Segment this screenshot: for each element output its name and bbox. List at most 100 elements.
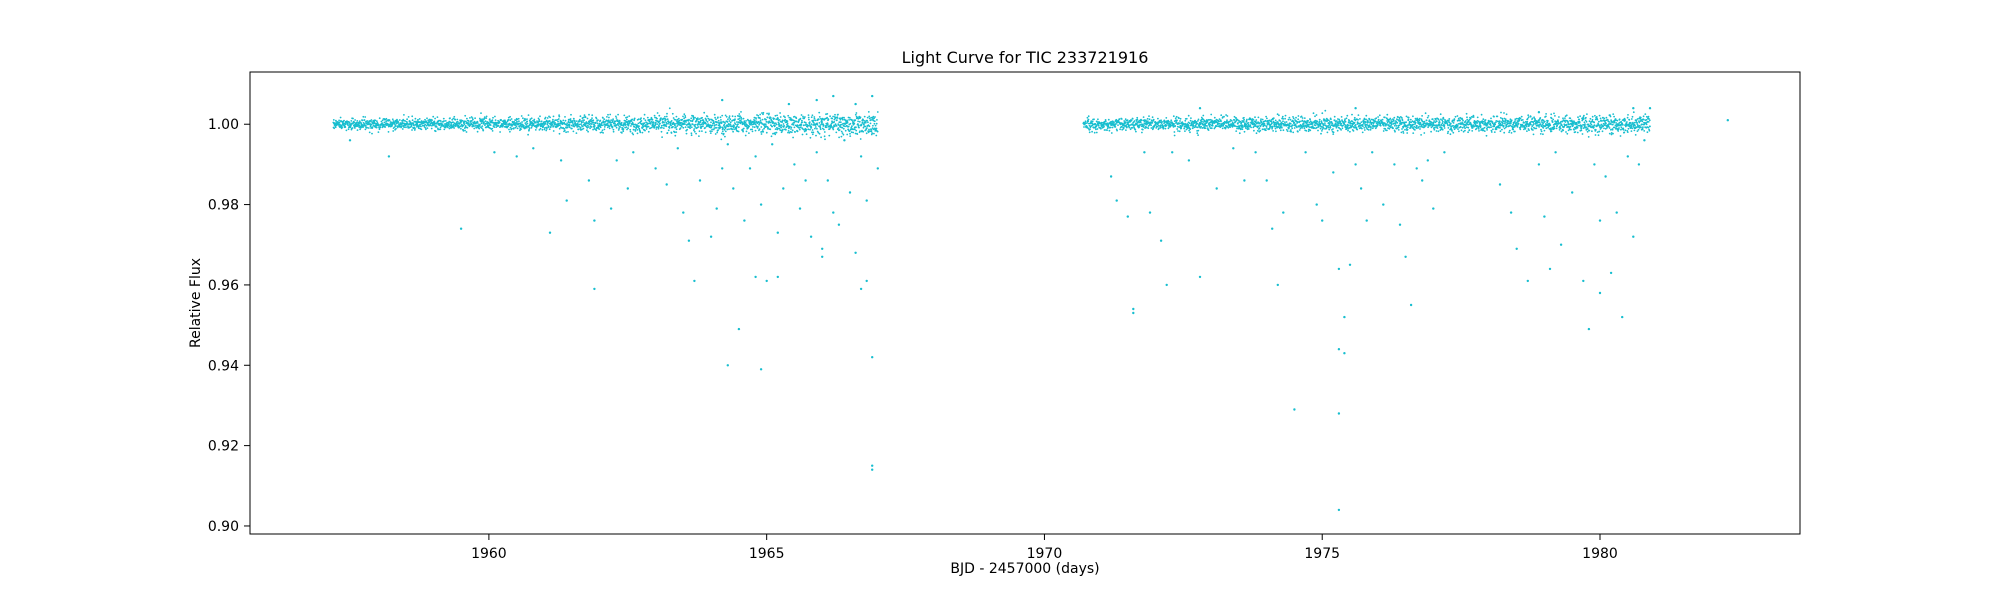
data-point	[352, 117, 354, 120]
data-point	[823, 135, 826, 138]
data-point	[397, 120, 399, 123]
data-point	[335, 119, 337, 122]
data-point	[478, 127, 481, 130]
data-point	[1329, 126, 1332, 129]
data-point	[1561, 124, 1563, 127]
data-point	[689, 127, 691, 130]
data-point	[1601, 130, 1604, 133]
data-point	[726, 128, 729, 131]
data-point	[1087, 120, 1090, 123]
data-point	[614, 120, 617, 123]
data-point	[846, 121, 849, 124]
data-point	[1289, 122, 1292, 125]
data-point	[740, 116, 743, 119]
data-point	[836, 117, 839, 119]
data-point	[563, 129, 566, 132]
data-point	[1107, 125, 1110, 128]
data-point	[1224, 127, 1227, 130]
data-point	[851, 125, 853, 128]
data-point	[546, 127, 548, 130]
data-point	[745, 120, 747, 122]
data-point	[602, 117, 604, 119]
data-point	[740, 111, 742, 113]
data-point	[1100, 121, 1103, 124]
data-point	[1427, 126, 1429, 129]
data-point	[1187, 124, 1190, 127]
data-point	[441, 123, 444, 125]
data-point	[876, 111, 879, 113]
data-point	[1583, 114, 1585, 117]
data-point	[1143, 124, 1145, 126]
data-point	[1393, 124, 1396, 127]
data-point	[508, 122, 511, 125]
data-point	[607, 119, 610, 122]
data-point	[488, 118, 491, 120]
data-point	[1257, 116, 1260, 119]
data-point	[367, 123, 370, 126]
data-point	[517, 122, 520, 125]
data-point	[1191, 127, 1194, 130]
data-point	[1524, 127, 1527, 130]
data-point	[366, 120, 369, 122]
data-point	[594, 121, 597, 124]
data-point	[1483, 130, 1486, 133]
data-point	[511, 125, 514, 127]
data-point	[1163, 121, 1166, 124]
data-point	[728, 115, 731, 117]
data-point	[544, 116, 547, 119]
data-point	[842, 133, 845, 136]
data-point	[466, 117, 468, 120]
data-point	[775, 118, 778, 121]
data-point	[1199, 127, 1202, 129]
data-point	[1264, 119, 1267, 122]
data-point	[1349, 130, 1351, 133]
data-point	[601, 124, 604, 127]
data-point	[814, 126, 817, 128]
data-point	[670, 124, 672, 127]
data-point	[724, 114, 727, 117]
data-point	[1441, 124, 1443, 127]
data-point	[1437, 118, 1440, 121]
data-point	[1477, 127, 1480, 130]
data-point	[859, 130, 861, 133]
data-point	[714, 127, 717, 129]
data-point	[362, 122, 365, 124]
data-point	[620, 121, 623, 124]
data-point	[1314, 124, 1317, 127]
data-point	[634, 130, 637, 132]
data-point	[875, 134, 878, 137]
data-point	[539, 127, 542, 130]
data-point	[779, 112, 781, 114]
data-point	[749, 128, 752, 131]
data-point	[563, 127, 566, 130]
data-point	[1489, 124, 1492, 127]
data-point	[795, 120, 798, 123]
data-point	[1442, 120, 1444, 123]
data-point	[1364, 121, 1367, 124]
data-point	[1581, 133, 1584, 135]
data-point	[1206, 120, 1209, 123]
data-point	[439, 126, 442, 129]
data-point	[442, 124, 445, 127]
data-point	[1140, 119, 1143, 122]
data-point	[530, 117, 533, 120]
data-point	[1407, 116, 1410, 119]
data-point	[1271, 125, 1274, 128]
data-point	[870, 130, 873, 133]
data-point	[1151, 122, 1154, 124]
data-point	[355, 121, 358, 124]
data-point	[686, 128, 688, 131]
data-point	[796, 124, 799, 127]
data-point	[600, 131, 603, 134]
data-point	[529, 124, 532, 126]
data-point	[1423, 120, 1426, 123]
data-point	[868, 125, 871, 128]
data-point	[1434, 118, 1437, 121]
data-point	[1509, 122, 1512, 125]
data-point	[818, 132, 821, 135]
data-point	[617, 120, 620, 123]
data-point	[810, 126, 813, 129]
data-point	[683, 113, 686, 116]
data-point	[1578, 121, 1581, 124]
data-point	[1377, 118, 1380, 121]
